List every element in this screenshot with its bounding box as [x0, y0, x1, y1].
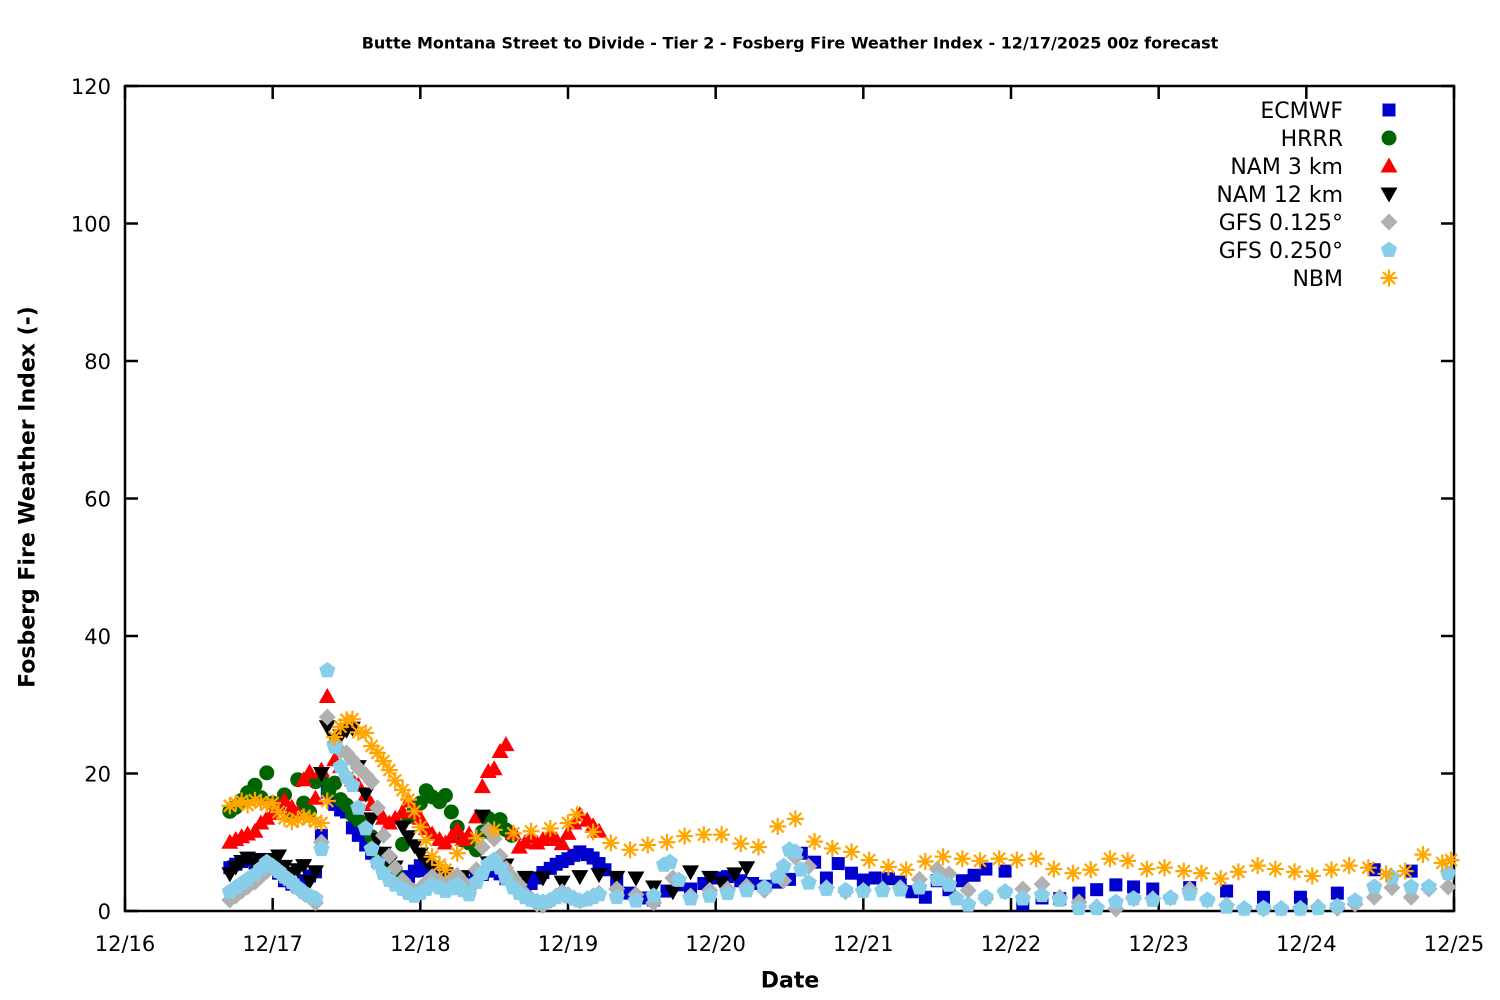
legend-item-GFS 0.125°: GFS 0.125° [1219, 211, 1398, 236]
legend-item-NAM 12 km: NAM 12 km [1216, 183, 1398, 208]
legend-marker-square-icon [1382, 103, 1396, 117]
x-tick-label: 12/24 [1276, 932, 1337, 956]
legend-marker-pentagon-icon [1380, 241, 1398, 257]
x-tick-label: 12/21 [833, 932, 894, 956]
x-tick-label: 12/25 [1424, 932, 1485, 956]
legend-item-GFS 0.250°: GFS 0.250° [1219, 239, 1398, 264]
x-tick-label: 12/20 [685, 932, 746, 956]
y-tick-label: 40 [84, 625, 111, 649]
legend-marker-asterisk-icon [1380, 269, 1398, 287]
y-tick-label: 100 [71, 213, 111, 237]
legend-item-ECMWF: ECMWF [1260, 99, 1396, 124]
legend-marker-triangle-down-icon [1380, 187, 1398, 203]
legend-label: NBM [1292, 267, 1343, 292]
legend: ECMWF HRRR NAM 3 km NAM 12 km GFS 0.125° GFS … [1216, 99, 1398, 292]
y-axis: 0 20 40 60 80 100 120 [71, 75, 1454, 924]
y-tick-label: 80 [84, 350, 111, 374]
legend-label: GFS 0.125° [1219, 211, 1343, 236]
chart-title: Butte Montana Street to Divide - Tier 2 … [361, 33, 1219, 53]
y-tick-label: 20 [84, 763, 111, 787]
legend-marker-diamond-icon [1380, 213, 1398, 231]
legend-label: NAM 3 km [1230, 155, 1343, 180]
x-tick-label: 12/18 [390, 932, 451, 956]
x-tick-label: 12/17 [242, 932, 303, 956]
legend-label: NAM 12 km [1216, 183, 1343, 208]
x-axis-label: Date [760, 968, 820, 994]
legend-item-HRRR: HRRR [1281, 127, 1397, 152]
x-tick-label: 12/19 [538, 932, 599, 956]
legend-label: HRRR [1281, 127, 1343, 152]
series-NBM [221, 710, 1460, 888]
legend-item-NBM: NBM [1292, 267, 1398, 292]
x-tick-label: 12/23 [1128, 932, 1189, 956]
y-tick-label: 60 [84, 488, 111, 512]
x-axis: 12/16 12/17 12/18 12/19 12/20 12/21 12/22 12/23… [95, 86, 1485, 956]
series-GFS 0.250° [221, 661, 1457, 916]
legend-item-NAM 3 km: NAM 3 km [1230, 155, 1398, 180]
x-tick-label: 12/16 [95, 932, 156, 956]
y-axis-label: Fosberg Fire Weather Index (-) [15, 306, 41, 688]
legend-label: ECMWF [1260, 99, 1343, 124]
legend-marker-triangle-up-icon [1380, 157, 1398, 173]
x-tick-label: 12/22 [981, 932, 1042, 956]
legend-label: GFS 0.250° [1219, 239, 1343, 264]
legend-marker-circle-icon [1381, 130, 1397, 146]
y-tick-label: 120 [71, 75, 111, 99]
y-tick-label: 0 [98, 900, 111, 924]
